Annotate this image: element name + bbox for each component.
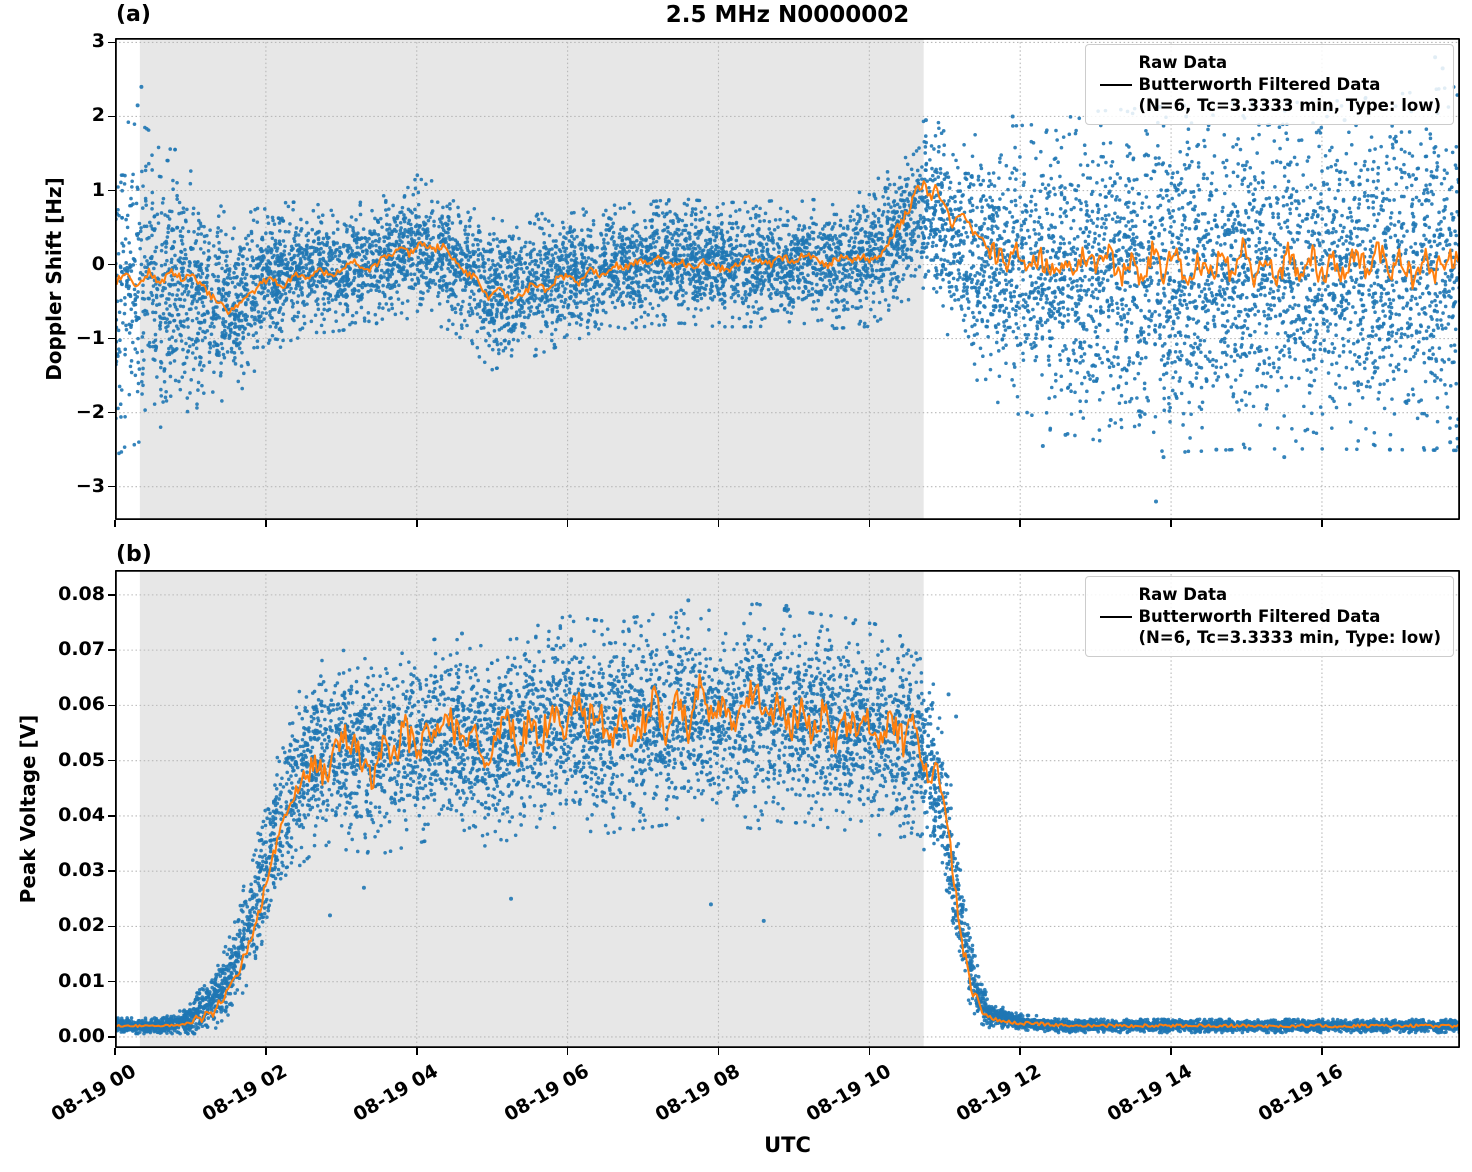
tick-mark — [1019, 520, 1021, 527]
raw-data-marker-icon — [1113, 60, 1120, 67]
legend-raw-label: Raw Data — [1138, 585, 1228, 604]
legend-filtered-label: Butterworth Filtered Data — [1138, 75, 1381, 94]
legend-raw-row: Raw Data — [1094, 584, 1441, 606]
x-axis-label: UTC — [764, 1133, 811, 1157]
y-axis-label-a: Doppler Shift [Hz] — [42, 177, 66, 381]
tick-mark — [114, 1048, 116, 1055]
x-tick-label: 08-19 12 — [952, 1060, 1046, 1126]
y-tick-label: 0.05 — [58, 748, 105, 771]
legend-filtered-params: (N=6, Tc=3.3333 min, Type: low) — [1138, 96, 1441, 116]
tick-mark — [108, 815, 115, 817]
legend-a: Raw Data Butterworth Filtered Data (N=6,… — [1085, 44, 1454, 125]
x-tick-label: 08-19 14 — [1103, 1060, 1197, 1126]
y-tick-label: 0.02 — [58, 914, 105, 937]
panel-a-axes: Raw Data Butterworth Filtered Data (N=6,… — [115, 38, 1460, 520]
x-tick-label: 08-19 16 — [1254, 1060, 1347, 1126]
x-tick-label: 08-19 00 — [47, 1060, 140, 1126]
tick-mark — [717, 520, 720, 527]
tick-mark — [108, 870, 115, 872]
raw-data-marker-icon — [1113, 592, 1120, 599]
tick-mark — [108, 1036, 115, 1038]
y-tick-label: 0.07 — [58, 638, 105, 661]
tick-mark — [1321, 1048, 1323, 1055]
tick-mark — [108, 263, 115, 266]
tick-mark — [108, 649, 115, 651]
tick-mark — [1170, 1048, 1172, 1055]
tick-mark — [108, 115, 115, 118]
legend-filtered-row: Butterworth Filtered Data (N=6, Tc=3.333… — [1094, 606, 1441, 649]
y-tick-label: 0.00 — [58, 1024, 105, 1047]
tick-mark — [108, 337, 115, 340]
tick-mark — [868, 520, 871, 527]
tick-mark — [415, 1048, 418, 1055]
x-tick-label: 08-19 10 — [802, 1060, 895, 1126]
tick-mark — [415, 520, 418, 527]
tick-mark — [1321, 520, 1323, 527]
y-tick-label: 2 — [91, 104, 105, 127]
filtered-line-marker-icon — [1100, 616, 1133, 618]
tick-mark — [114, 520, 116, 527]
figure-title: 2.5 MHz N0000002 — [665, 2, 910, 28]
tick-mark — [108, 925, 115, 928]
y-tick-label: −1 — [75, 326, 105, 349]
tick-mark — [108, 759, 115, 762]
panel-b-tag: (b) — [116, 542, 152, 567]
panel-a-tag: (a) — [116, 2, 151, 27]
legend-raw-row: Raw Data — [1094, 52, 1441, 74]
tick-mark — [108, 594, 115, 596]
tick-mark — [566, 520, 569, 527]
y-tick-label: 0.06 — [58, 693, 105, 716]
x-tick-label: 08-19 02 — [198, 1060, 291, 1126]
y-tick-label: −3 — [75, 474, 105, 497]
x-tick-label: 08-19 08 — [651, 1060, 744, 1126]
x-tick-label: 08-19 06 — [500, 1060, 593, 1126]
legend-raw-label: Raw Data — [1138, 53, 1228, 72]
tick-mark — [108, 189, 115, 192]
y-tick-label: 1 — [91, 178, 105, 201]
y-tick-label: 0.08 — [58, 582, 105, 605]
tick-mark — [566, 1048, 569, 1055]
tick-mark — [108, 485, 115, 488]
tick-mark — [868, 1048, 871, 1055]
tick-mark — [717, 1048, 720, 1055]
tick-mark — [108, 41, 115, 44]
tick-mark — [1019, 1048, 1021, 1055]
tick-mark — [108, 704, 115, 707]
legend-filtered-params: (N=6, Tc=3.3333 min, Type: low) — [1138, 628, 1441, 648]
y-tick-label: 3 — [91, 30, 105, 53]
x-tick-label: 08-19 04 — [349, 1060, 442, 1126]
legend-filtered-label: Butterworth Filtered Data — [1138, 607, 1381, 626]
tick-mark — [1170, 520, 1172, 527]
tick-mark — [265, 520, 267, 527]
tick-mark — [265, 1048, 267, 1055]
tick-mark — [108, 411, 115, 414]
filtered-line-marker-icon — [1100, 84, 1133, 86]
y-tick-label: −2 — [75, 400, 105, 423]
y-tick-label: 0 — [91, 252, 105, 275]
y-tick-label: 0.01 — [58, 969, 105, 992]
legend-b: Raw Data Butterworth Filtered Data (N=6,… — [1085, 576, 1454, 657]
y-tick-label: 0.04 — [58, 803, 105, 826]
panel-b-axes: Raw Data Butterworth Filtered Data (N=6,… — [115, 570, 1460, 1048]
tick-mark — [108, 980, 115, 983]
y-tick-label: 0.03 — [58, 859, 105, 882]
legend-filtered-row: Butterworth Filtered Data (N=6, Tc=3.333… — [1094, 74, 1441, 117]
